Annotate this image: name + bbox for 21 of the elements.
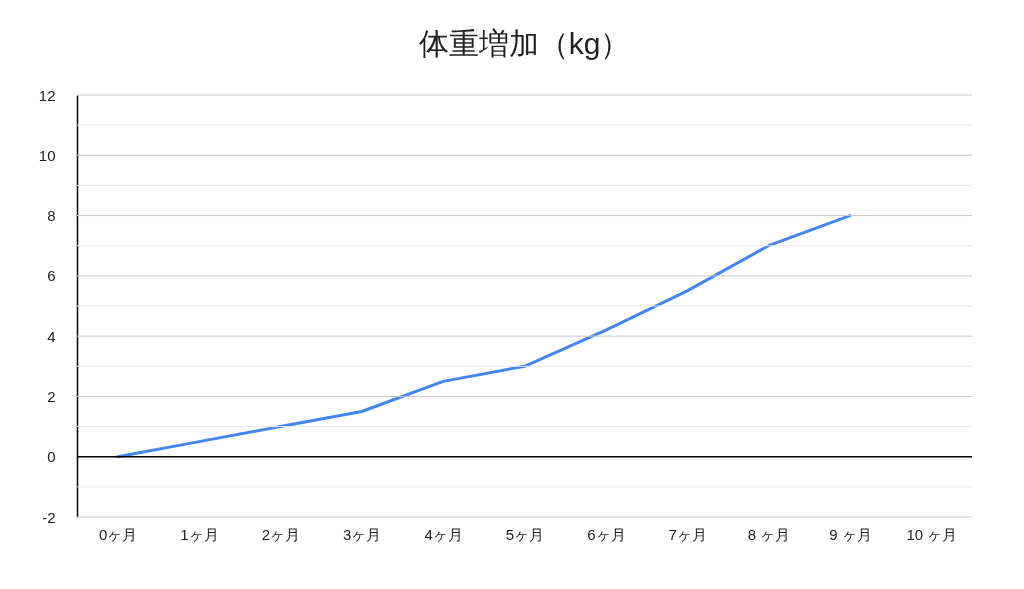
x-tick-label: 10 ヶ月 — [906, 525, 958, 543]
y-tick-label: 2 — [47, 387, 56, 405]
x-tick-label: 2ヶ月 — [261, 525, 301, 543]
x-tick-label: 5ヶ月 — [505, 525, 545, 543]
y-tick-label: 10 — [38, 146, 56, 164]
x-tick-label: 0ヶ月 — [99, 525, 138, 543]
x-tick-label: 4ヶ月 — [424, 525, 463, 543]
y-tick-label: 0 — [47, 448, 56, 466]
y-tick-label: 12 — [38, 86, 56, 104]
y-tick-label: -2 — [42, 508, 56, 526]
y-tick-label: 6 — [47, 267, 56, 285]
y-tick-label: 8 — [47, 207, 56, 225]
x-tick-label: 7ヶ月 — [668, 525, 707, 543]
y-tick-label: 4 — [47, 327, 56, 345]
x-tick-label: 1ヶ月 — [180, 525, 219, 543]
x-tick-label: 9 ヶ月 — [829, 525, 872, 543]
x-tick-label: 8 ヶ月 — [747, 525, 791, 543]
x-tick-label: 3ヶ月 — [343, 525, 382, 543]
x-tick-label: 6ヶ月 — [587, 525, 626, 543]
line-series — [116, 214, 852, 459]
chart-title: 体重増加（kg） — [418, 27, 631, 60]
